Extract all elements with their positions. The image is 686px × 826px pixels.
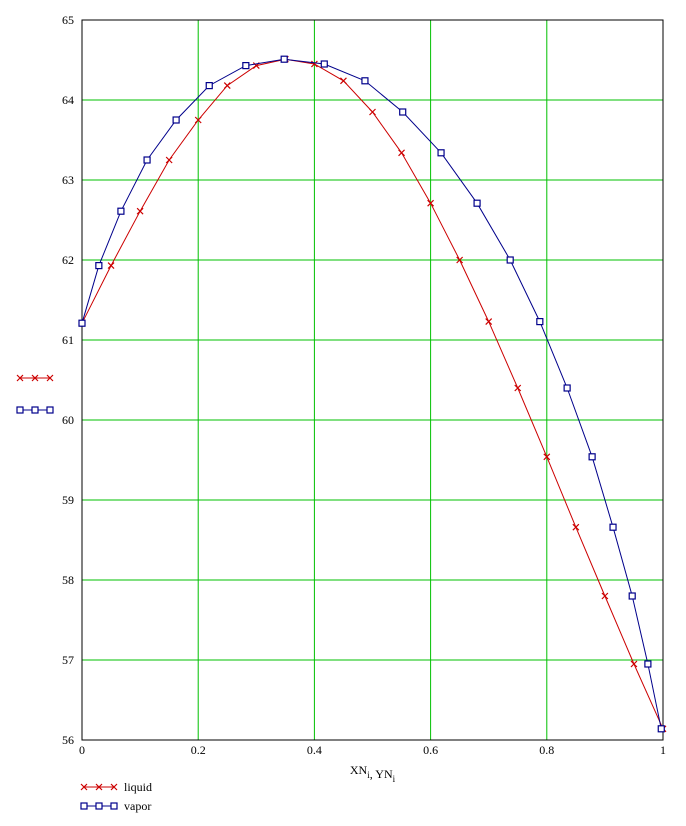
x-tick-label: 0: [79, 743, 85, 757]
legend-label: vapor: [124, 799, 151, 813]
marker: [16, 374, 24, 382]
marker: [78, 319, 86, 327]
marker: [588, 453, 596, 461]
marker: [110, 802, 118, 810]
marker: [117, 207, 125, 215]
marker: [340, 77, 347, 85]
y-tick-label: 63: [62, 173, 74, 187]
marker: [46, 406, 54, 414]
legend-label: liquid: [124, 780, 152, 794]
marker: [143, 156, 151, 164]
marker: [644, 660, 652, 668]
marker: [563, 384, 571, 392]
marker: [630, 660, 638, 668]
x-axis-label: XNi, YNi: [350, 763, 396, 784]
marker: [223, 82, 231, 90]
marker: [506, 256, 514, 264]
y-tick-label: 56: [62, 733, 74, 747]
x-tick-label: 1: [660, 743, 666, 757]
marker: [437, 149, 445, 157]
y-tick-label: 58: [62, 573, 74, 587]
marker: [80, 783, 88, 791]
marker: [172, 116, 180, 124]
marker: [165, 156, 173, 164]
marker: [95, 783, 103, 791]
marker: [107, 262, 115, 270]
marker: [609, 523, 617, 531]
x-axis-label-text: , YN: [370, 767, 393, 781]
x-axis-label-text: XN: [350, 763, 368, 777]
y-tick-label: 64: [62, 93, 74, 107]
marker: [31, 374, 39, 382]
y-tick-label: 60: [62, 413, 74, 427]
marker: [136, 207, 144, 215]
marker: [320, 60, 328, 68]
marker: [194, 116, 202, 124]
x-tick-label: 0.6: [423, 743, 438, 757]
marker: [242, 61, 250, 70]
marker: [31, 406, 39, 414]
marker: [399, 108, 407, 116]
x-tick-label: 0.4: [307, 743, 322, 757]
marker: [46, 374, 54, 382]
marker: [514, 384, 522, 392]
marker: [536, 318, 544, 326]
marker: [310, 60, 318, 68]
marker: [95, 262, 103, 270]
y-tick-label: 61: [62, 333, 74, 347]
marker: [280, 55, 288, 63]
y-tick-label: 59: [62, 493, 74, 507]
plot-frame: [81, 19, 664, 741]
marker: [361, 77, 369, 85]
marker: [95, 802, 103, 810]
x-tick-label: 0.8: [539, 743, 554, 757]
marker: [628, 592, 636, 600]
marker: [398, 149, 405, 157]
marker: [456, 256, 464, 264]
marker: [601, 592, 609, 600]
marker: [657, 725, 665, 733]
marker: [205, 81, 213, 90]
y-tick-label: 62: [62, 253, 74, 267]
marker: [543, 453, 551, 461]
marker: [369, 108, 376, 116]
marker: [427, 199, 435, 207]
y-tick-label: 57: [62, 653, 74, 667]
marker: [572, 523, 580, 531]
marker: [110, 783, 118, 791]
marker: [80, 802, 88, 810]
marker: [16, 406, 24, 414]
x-axis-label-sub: i: [393, 774, 396, 784]
y-tick-label: 65: [62, 13, 74, 27]
marker: [473, 199, 481, 207]
marker: [485, 318, 493, 326]
x-axis-label-sub: i: [367, 770, 370, 780]
x-tick-label: 0.2: [191, 743, 206, 757]
